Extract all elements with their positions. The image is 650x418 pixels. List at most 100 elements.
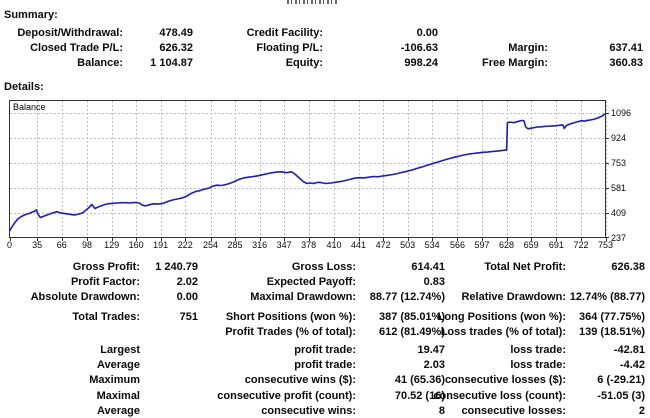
y-axis-tick-label: 924	[611, 133, 627, 144]
x-axis-tick-label: 0	[6, 240, 12, 250]
x-axis-tick-label: 441	[351, 240, 367, 250]
details-row6-col2-label: profit trade:	[294, 344, 356, 356]
details-row1-col1-value: 1 240.79	[155, 261, 198, 273]
details-row7-col1-label: Average	[96, 359, 140, 371]
x-axis-tick-label: 160	[128, 240, 144, 250]
x-axis-tick-label: 378	[301, 240, 317, 250]
details-row8-col3-label: consecutive losses ($):	[444, 374, 566, 386]
details-row9-col1-label: Maximal	[96, 390, 140, 402]
x-axis-tick-label: 534	[424, 240, 440, 250]
details-row1-col1-label: Gross Profit:	[72, 261, 140, 273]
details-section-label: Details:	[4, 81, 44, 93]
summary-row1-col2-value: 0.00	[416, 27, 438, 39]
summary-row3-col1-label: Balance:	[77, 57, 123, 69]
x-axis-tick-label: 503	[400, 240, 416, 250]
x-axis-tick-label: 347	[276, 240, 292, 250]
details-row4-col2-label: Short Positions (won %):	[225, 311, 356, 323]
x-axis-tick-label: 98	[82, 240, 93, 250]
details-row1-col3-value: 626.38	[611, 261, 645, 273]
details-row6-col3-label: loss trade:	[510, 344, 566, 356]
x-axis-tick-label: 628	[499, 240, 515, 250]
summary-row2-col1-label: Closed Trade P/L:	[30, 42, 123, 54]
x-axis-tick-label: 410	[326, 240, 342, 250]
summary-row2-col2-label: Floating P/L:	[256, 42, 323, 54]
chart-legend-label: Balance	[13, 102, 46, 112]
summary-row1-col1-value: 478.49	[159, 27, 193, 39]
details-row4-col2-value: 387 (85.01%)	[378, 311, 445, 323]
details-row8-col2-value: 41 (65.36)	[394, 374, 445, 386]
details-row10-col3-value: 2	[638, 405, 645, 417]
details-row7-col2-label: profit trade:	[294, 359, 356, 371]
details-row2-col1-value: 2.02	[176, 276, 198, 288]
x-axis-tick-label: 191	[153, 240, 169, 250]
details-row1-col3-label: Total Net Profit:	[484, 261, 566, 273]
balance-line	[8, 113, 606, 232]
summary-row1-col2-label: Credit Facility:	[246, 27, 323, 39]
details-row3-col2-value: 88.77 (12.74%)	[369, 291, 445, 303]
details-row3-col3-value: 12.74% (88.77)	[569, 291, 645, 303]
summary-row3-col1-value: 1 104.87	[150, 57, 193, 69]
summary-row2-col3-value: 637.41	[609, 42, 643, 54]
x-axis-tick-label: 35	[32, 240, 43, 250]
y-axis-tick-label: 753	[611, 157, 627, 168]
y-axis-tick-label: 581	[611, 182, 627, 193]
details-row7-col3-value: -4.42	[619, 359, 645, 371]
summary-row3-col3-value: 360.83	[609, 57, 643, 69]
summary-row3-col2-label: Equity:	[285, 57, 323, 69]
details-row2-col1-label: Profit Factor:	[70, 276, 140, 288]
summary-row2-col3-label: Margin:	[508, 42, 548, 54]
details-row10-col3-label: consecutive losses:	[461, 405, 566, 417]
details-row7-col3-label: loss trade:	[510, 359, 566, 371]
summary-row3-col2-value: 998.24	[404, 57, 438, 69]
balance-chart: Balance	[8, 100, 609, 241]
y-axis-tick-label: 237	[611, 233, 627, 243]
x-axis-tick-label: 316	[252, 240, 268, 250]
summary-row2-col1-value: 626.32	[159, 42, 193, 54]
x-axis-tick-label: 222	[177, 240, 193, 250]
x-axis-tick-label: 691	[548, 240, 564, 250]
y-axis-tick-label: 409	[611, 207, 627, 218]
x-axis-tick-label: 566	[449, 240, 465, 250]
summary-section-label: Summary:	[4, 9, 58, 21]
x-axis-tick-label: 285	[227, 240, 243, 250]
details-row8-col3-value: 6 (-29.21)	[597, 374, 645, 386]
details-row9-col2-label: consecutive profit (count):	[217, 390, 356, 402]
details-row9-col3-value: -51.05 (3)	[597, 390, 645, 402]
details-row4-col1-value: 751	[179, 311, 198, 323]
details-row6-col2-value: 19.47	[417, 344, 445, 356]
clipped-header-text	[287, 0, 337, 4]
details-row5-col2-value: 612 (81.49%)	[378, 326, 445, 338]
details-row5-col3-label: Loss trades (% of total):	[440, 326, 566, 338]
details-row1-col2-value: 614.41	[411, 261, 445, 273]
x-axis-tick-label: 722	[573, 240, 589, 250]
balance-chart-svg	[8, 100, 609, 241]
summary-row2-col2-value: -106.63	[400, 42, 438, 54]
details-row4-col3-value: 364 (77.75%)	[578, 311, 645, 323]
details-row9-col3-label: consecutive loss (count):	[433, 390, 566, 402]
summary-row1-col1-label: Deposit/Withdrawal:	[17, 27, 123, 39]
y-axis-tick-label: 1096	[611, 108, 632, 119]
details-row8-col2-label: consecutive wins ($):	[244, 374, 356, 386]
details-row4-col1-label: Total Trades:	[72, 311, 140, 323]
x-axis-tick-label: 659	[523, 240, 539, 250]
details-row5-col3-value: 139 (18.51%)	[578, 326, 645, 338]
details-row2-col2-label: Expected Payoff:	[266, 276, 356, 288]
details-row5-col2-label: Profit Trades (% of total):	[225, 326, 356, 338]
details-row9-col2-value: 70.52 (16)	[394, 390, 445, 402]
details-row10-col2-label: consecutive wins:	[261, 405, 356, 417]
chart-border	[9, 100, 606, 238]
details-row8-col1-label: Maximum	[89, 374, 140, 386]
details-row6-col3-value: -42.81	[613, 344, 645, 356]
details-row3-col1-value: 0.00	[176, 291, 198, 303]
details-row6-col1-label: Largest	[100, 344, 140, 356]
x-axis-tick-label: 129	[104, 240, 120, 250]
x-axis-tick-label: 254	[203, 240, 219, 250]
x-axis-tick-label: 472	[375, 240, 391, 250]
x-axis-tick-label: 753	[597, 240, 614, 250]
details-row4-col3-label: Long Positions (won %):	[437, 311, 566, 323]
summary-row3-col3-label: Free Margin:	[481, 57, 548, 69]
details-row1-col2-label: Gross Loss:	[291, 261, 356, 273]
details-row3-col1-label: Absolute Drawdown:	[30, 291, 140, 303]
x-axis-tick-label: 597	[474, 240, 490, 250]
